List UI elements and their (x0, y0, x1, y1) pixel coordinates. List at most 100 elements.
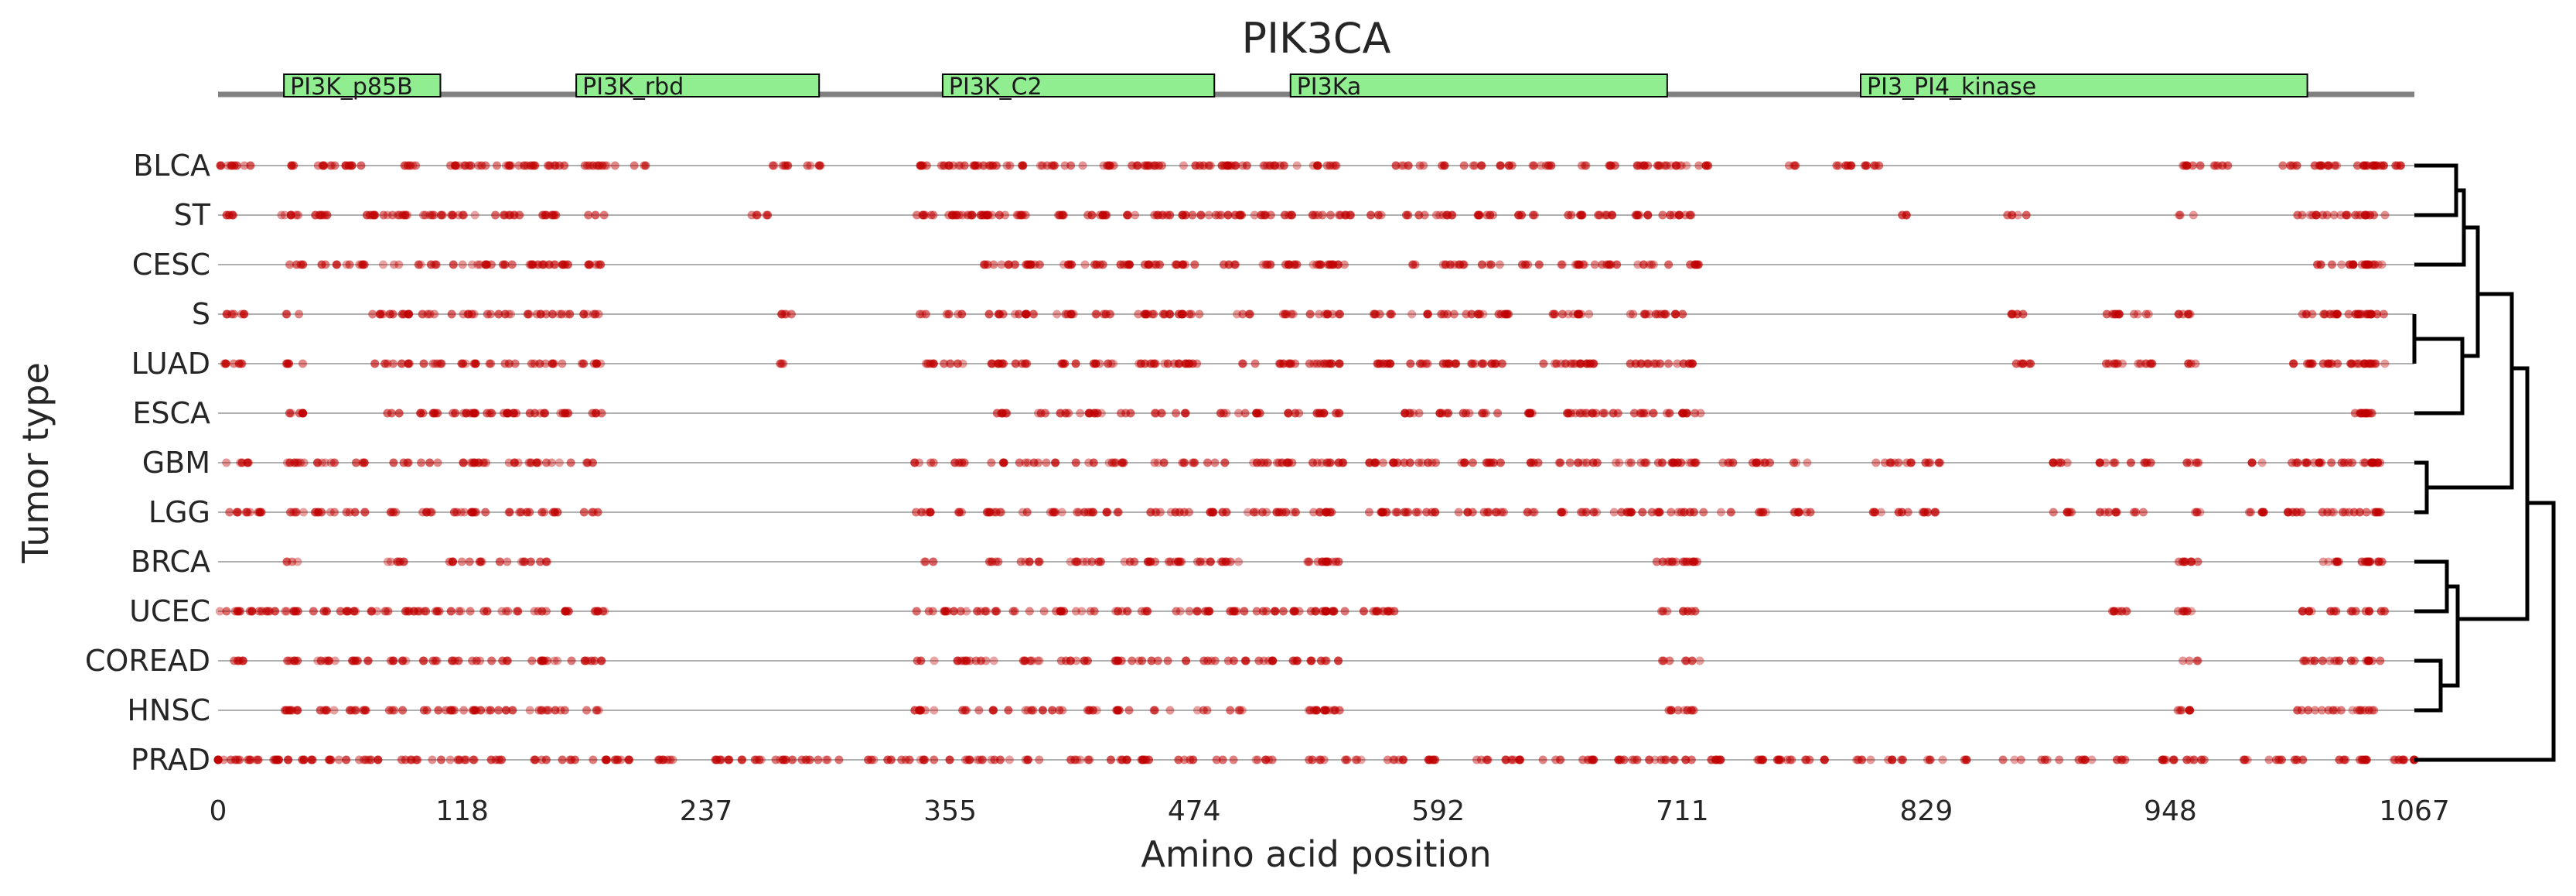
mutation-point (1483, 755, 1493, 764)
mutation-point (1691, 260, 1700, 269)
mutation-point (1679, 359, 1688, 368)
mutation-point (1240, 607, 1249, 616)
mutation-point (1313, 161, 1322, 170)
tumor-type-label: UCEC (129, 594, 210, 628)
mutation-point (475, 557, 484, 566)
mutation-point (470, 508, 479, 517)
mutation-point (1056, 409, 1065, 418)
mutation-point (1636, 359, 1646, 368)
mutation-point (1577, 161, 1586, 170)
mutation-point (1548, 309, 1558, 319)
mutation-point (584, 210, 593, 220)
mutation-point (421, 210, 430, 220)
mutation-point (1528, 161, 1537, 170)
mutation-point (1240, 607, 1249, 616)
mutation-point (1783, 755, 1792, 764)
mutation-point (2186, 359, 2196, 368)
mutation-point (324, 656, 333, 665)
mutation-point (2373, 260, 2383, 269)
mutation-point (940, 359, 949, 368)
mutation-point (286, 210, 295, 220)
mutation-point (526, 161, 535, 170)
mutation-point (471, 508, 480, 517)
mutation-point (462, 409, 471, 418)
mutation-point (942, 309, 951, 319)
mutation-point (1153, 656, 1162, 665)
mutation-point (1523, 409, 1533, 418)
mutation-point (1894, 458, 1903, 467)
mutation-point (284, 656, 293, 665)
mutation-point (2348, 706, 2357, 715)
mutation-point (1578, 409, 1587, 418)
mutation-point (410, 607, 419, 616)
mutation-point (954, 458, 964, 467)
mutation-point (1305, 359, 1314, 368)
mutation-point (476, 656, 485, 665)
mutation-point (915, 458, 924, 467)
mutation-point (776, 755, 785, 764)
mutation-point (472, 656, 481, 665)
mutation-point (2329, 210, 2339, 220)
mutation-point (299, 260, 308, 269)
mutation-point (2373, 508, 2382, 517)
mutation-point (1327, 359, 1336, 368)
mutation-point (326, 508, 335, 517)
tumor-type-label: COREAD (85, 644, 210, 678)
mutation-point (511, 409, 520, 418)
mutation-point (1680, 210, 1690, 220)
mutation-point (1102, 508, 1111, 517)
mutation-point (1479, 359, 1488, 368)
mutation-point (1680, 706, 1689, 715)
mutation-point (2324, 557, 2333, 566)
mutation-point (1726, 508, 1735, 517)
mutation-point (487, 656, 496, 665)
mutation-point (283, 656, 292, 665)
dendrogram-branch (2462, 225, 2480, 358)
mutation-point (1117, 458, 1127, 467)
mutation-point (2367, 309, 2376, 319)
mutation-point (917, 508, 926, 517)
mutation-point (2179, 557, 2189, 566)
mutation-point (1245, 309, 1254, 319)
mutation-point (398, 706, 408, 715)
mutation-point (1034, 458, 1043, 467)
mutation-point (1070, 755, 1080, 764)
mutation-point (2264, 755, 2274, 764)
mutation-point (1071, 557, 1080, 566)
mutation-point (1314, 210, 1323, 220)
mutation-point (1626, 458, 1636, 467)
mutation-point (370, 210, 379, 220)
mutation-point (592, 359, 601, 368)
tumor-type-label: GBM (142, 446, 210, 480)
mutation-point (1640, 161, 1650, 170)
mutation-point (1567, 210, 1576, 220)
mutation-point (486, 706, 495, 715)
mutation-point (1714, 755, 1723, 764)
mutation-point (1643, 359, 1653, 368)
mutation-point (1534, 260, 1544, 269)
mutation-point (1219, 409, 1228, 418)
mutation-point (1406, 359, 1415, 368)
mutation-point (1772, 755, 1782, 764)
mutation-point (1571, 359, 1580, 368)
mutation-point (513, 458, 523, 467)
mutation-point (1341, 755, 1350, 764)
mutation-point (345, 260, 354, 269)
mutation-point (1475, 210, 1484, 220)
mutation-point (971, 656, 981, 665)
mutation-point (501, 161, 510, 170)
mutation-point (1661, 755, 1670, 764)
mutation-point (1078, 557, 1087, 566)
mutation-point (1576, 359, 1585, 368)
x-tick-label: 0 (210, 795, 227, 827)
mutation-point (915, 309, 924, 319)
mutation-point (2184, 359, 2193, 368)
mutation-point (465, 557, 474, 566)
mutation-point (997, 260, 1006, 269)
mutation-point (2353, 161, 2362, 170)
mutation-point (1076, 755, 1085, 764)
mutation-point (1391, 508, 1401, 517)
mutation-point (1513, 210, 1523, 220)
mutation-point (402, 210, 411, 220)
mutation-point (523, 309, 532, 319)
